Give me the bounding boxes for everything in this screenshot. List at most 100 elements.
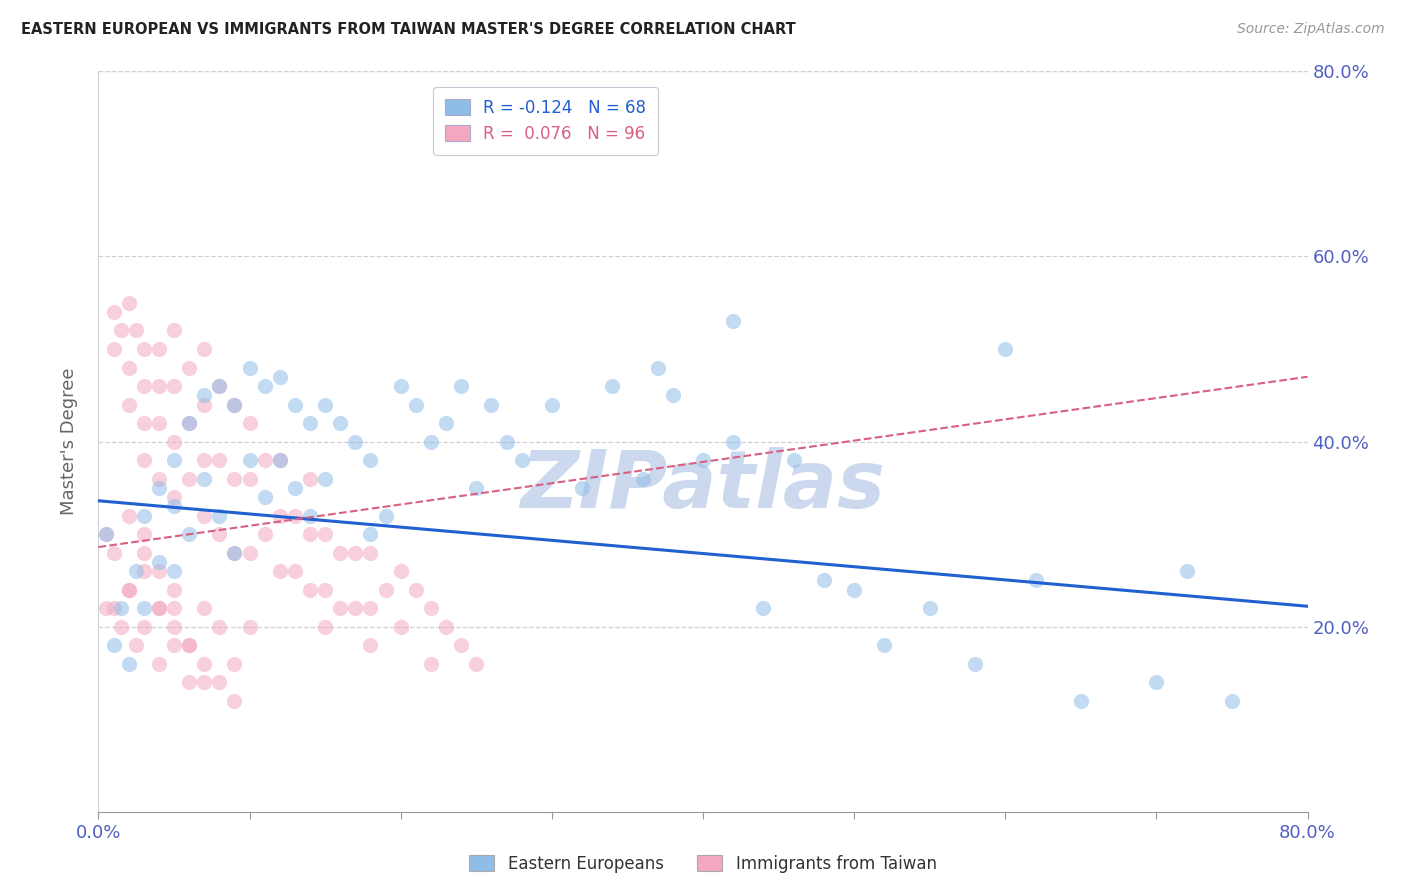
Point xyxy=(389,619,412,633)
Point xyxy=(1024,574,1046,588)
Point xyxy=(163,582,186,597)
Point xyxy=(208,527,231,541)
Point xyxy=(193,342,215,356)
Point xyxy=(783,453,806,467)
Point xyxy=(179,472,201,486)
Point xyxy=(465,657,488,671)
Point xyxy=(239,619,262,633)
Point xyxy=(602,379,624,393)
Point xyxy=(540,398,562,412)
Point xyxy=(253,379,276,393)
Point xyxy=(450,638,472,652)
Point xyxy=(208,453,231,467)
Point xyxy=(103,545,125,560)
Point xyxy=(179,360,201,375)
Point xyxy=(284,564,307,578)
Point xyxy=(661,388,683,402)
Point xyxy=(94,527,117,541)
Point xyxy=(329,545,352,560)
Point xyxy=(110,601,132,615)
Point xyxy=(193,601,215,615)
Point xyxy=(224,398,246,412)
Point xyxy=(193,508,215,523)
Point xyxy=(495,434,517,449)
Point xyxy=(224,398,246,412)
Point xyxy=(94,527,117,541)
Point xyxy=(434,416,457,430)
Point xyxy=(314,398,336,412)
Point xyxy=(132,453,155,467)
Point xyxy=(132,527,155,541)
Point xyxy=(329,601,352,615)
Point xyxy=(253,527,276,541)
Point xyxy=(239,545,262,560)
Point xyxy=(374,582,396,597)
Point xyxy=(314,582,336,597)
Point xyxy=(224,472,246,486)
Point xyxy=(208,508,231,523)
Point xyxy=(132,619,155,633)
Point xyxy=(110,324,132,338)
Point xyxy=(723,314,745,328)
Point xyxy=(360,638,382,652)
Point xyxy=(163,564,186,578)
Point xyxy=(179,416,201,430)
Point xyxy=(813,574,835,588)
Point xyxy=(224,545,246,560)
Point xyxy=(647,360,669,375)
Point xyxy=(193,657,215,671)
Point xyxy=(224,545,246,560)
Point xyxy=(405,582,427,597)
Point xyxy=(481,398,503,412)
Point xyxy=(752,601,775,615)
Point xyxy=(299,582,322,597)
Point xyxy=(208,675,231,690)
Point xyxy=(844,582,866,597)
Point xyxy=(299,472,322,486)
Point xyxy=(103,601,125,615)
Point xyxy=(360,601,382,615)
Point xyxy=(118,295,141,310)
Point xyxy=(103,305,125,319)
Point xyxy=(208,619,231,633)
Point xyxy=(179,527,201,541)
Point xyxy=(148,472,170,486)
Point xyxy=(118,657,141,671)
Point xyxy=(420,601,443,615)
Point xyxy=(314,472,336,486)
Point xyxy=(163,434,186,449)
Legend: Eastern Europeans, Immigrants from Taiwan: Eastern Europeans, Immigrants from Taiwa… xyxy=(463,848,943,880)
Point xyxy=(299,527,322,541)
Point xyxy=(193,472,215,486)
Point xyxy=(723,434,745,449)
Point xyxy=(314,619,336,633)
Point xyxy=(269,508,291,523)
Point xyxy=(299,416,322,430)
Point xyxy=(148,416,170,430)
Text: ZIPatlas: ZIPatlas xyxy=(520,447,886,525)
Point xyxy=(450,379,472,393)
Point xyxy=(193,453,215,467)
Point xyxy=(208,379,231,393)
Point xyxy=(253,453,276,467)
Point xyxy=(918,601,941,615)
Point xyxy=(118,360,141,375)
Point xyxy=(118,398,141,412)
Point xyxy=(118,582,141,597)
Point xyxy=(239,416,262,430)
Point xyxy=(1220,694,1243,708)
Point xyxy=(132,379,155,393)
Point xyxy=(148,601,170,615)
Point xyxy=(360,527,382,541)
Point xyxy=(132,601,155,615)
Point xyxy=(239,453,262,467)
Point xyxy=(110,619,132,633)
Point xyxy=(179,675,201,690)
Point xyxy=(132,342,155,356)
Point xyxy=(434,619,457,633)
Point xyxy=(692,453,714,467)
Point xyxy=(118,508,141,523)
Point xyxy=(253,490,276,504)
Point xyxy=(299,508,322,523)
Point xyxy=(314,527,336,541)
